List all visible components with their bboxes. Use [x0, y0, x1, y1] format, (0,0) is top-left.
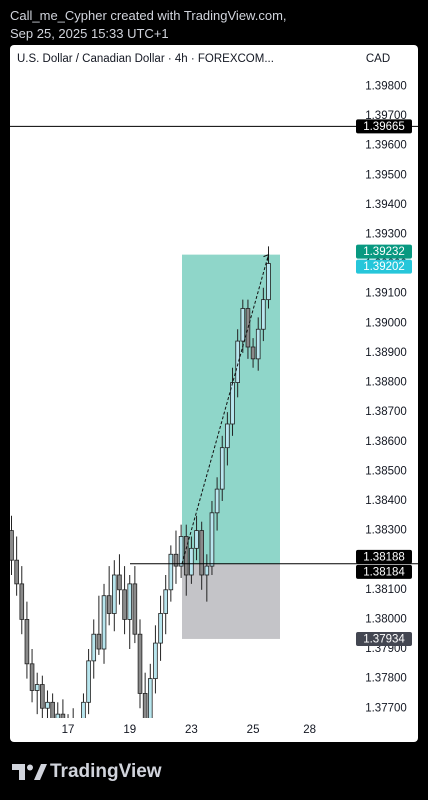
author-line: Call_me_Cypher created with TradingView.…	[10, 8, 287, 23]
y-tick-label: 1.38500	[365, 465, 407, 477]
logo-mark	[34, 764, 47, 780]
x-tick-label: 28	[303, 724, 316, 736]
x-tick-label: 19	[123, 724, 136, 736]
x-tick-label: 25	[247, 724, 260, 736]
price-badge	[356, 549, 412, 564]
y-tick-label: 1.39500	[365, 169, 407, 181]
candle-body	[153, 642, 158, 680]
x-tick-label: 17	[62, 724, 75, 736]
price-badge	[356, 244, 412, 259]
y-tick-label: 1.38900	[365, 347, 407, 359]
candle-body	[117, 574, 122, 591]
y-tick-label: 1.39300	[365, 229, 407, 241]
chart-title: U.S. Dollar / Canadian Dollar · 4h · FOR…	[17, 53, 274, 65]
candle-body	[40, 684, 45, 709]
candle-body	[96, 633, 102, 650]
candle-body	[45, 701, 50, 709]
currency-label: CAD	[366, 53, 390, 65]
candle-body	[55, 713, 61, 718]
candle-body	[101, 595, 107, 650]
y-tick-label: 1.38400	[365, 495, 407, 507]
candle-body	[112, 574, 117, 614]
candle-body	[199, 530, 204, 576]
candle-body	[255, 328, 261, 360]
candle-body	[142, 693, 148, 718]
y-tick-label: 1.39600	[365, 140, 407, 152]
candle-body	[183, 536, 189, 576]
candle-body	[194, 530, 199, 549]
candle-body	[34, 684, 40, 691]
candle-body	[209, 512, 215, 567]
y-tick-label: 1.38000	[365, 613, 407, 625]
price-badge	[356, 259, 412, 274]
timestamp-line: Sep 25, 2025 15:33 UTC+1	[10, 26, 169, 41]
candle-body	[261, 299, 266, 330]
plot-area	[10, 246, 280, 718]
candle-body	[235, 340, 240, 383]
candle-body	[230, 382, 235, 425]
y-tick-label: 1.39700	[365, 110, 407, 122]
candle-body	[189, 547, 194, 576]
candle-body	[204, 565, 210, 576]
candle-body	[219, 447, 225, 490]
price-badge-label: 1.38188	[363, 551, 405, 563]
candle-body	[29, 663, 35, 691]
price-badge	[356, 564, 412, 579]
candle-body	[225, 423, 230, 449]
y-tick-label: 1.37700	[365, 702, 407, 714]
candle-body	[127, 583, 133, 620]
y-tick-label: 1.39100	[365, 288, 407, 300]
candle-body	[240, 308, 246, 342]
candle-body	[178, 536, 184, 567]
arrow-head	[263, 253, 270, 261]
price-badge-label: 1.37934	[363, 633, 405, 645]
candle-body	[60, 713, 66, 718]
candle-body	[250, 346, 256, 360]
loss-zone	[182, 563, 280, 639]
projection-arrow	[181, 254, 269, 564]
price-badge-label: 1.38184	[363, 566, 405, 578]
price-badge-label: 1.39665	[363, 121, 405, 133]
candle-body	[132, 583, 138, 635]
candle-body	[19, 583, 25, 620]
candle-body	[266, 263, 271, 301]
price-badge-label: 1.39232	[363, 246, 405, 258]
candle-body	[158, 613, 163, 644]
brand: TradingView	[50, 761, 162, 782]
candle-body	[122, 589, 127, 620]
candle-body	[163, 589, 169, 614]
candle-body	[81, 701, 86, 718]
candle-body	[10, 530, 14, 561]
logo: TradingView	[12, 761, 162, 782]
candle-body	[168, 553, 174, 591]
candle-body	[24, 619, 30, 665]
candle-body	[147, 678, 153, 718]
candle-body	[50, 701, 55, 718]
candle-body	[86, 660, 91, 703]
y-tick-label: 1.39000	[365, 317, 407, 329]
y-tick-label: 1.39400	[365, 199, 407, 211]
x-tick-label: 23	[185, 724, 198, 736]
logo-mark	[27, 764, 33, 771]
logo-mark	[12, 764, 25, 780]
y-tick-label: 1.39800	[365, 80, 407, 92]
y-tick-label: 1.38300	[365, 525, 407, 537]
price-badge-label: 1.39202	[363, 261, 405, 273]
candle-body	[14, 559, 19, 585]
candle-body	[106, 595, 112, 614]
y-tick-label: 1.37900	[365, 643, 407, 655]
y-tick-label: 1.38800	[365, 377, 407, 389]
candle-body	[173, 553, 179, 567]
y-tick-label: 1.38700	[365, 406, 407, 418]
y-tick-label: 1.38600	[365, 436, 407, 448]
candle-body	[137, 633, 143, 694]
candle-body	[214, 488, 220, 514]
y-tick-label: 1.37800	[365, 673, 407, 685]
y-tick-label: 1.38100	[365, 584, 407, 596]
price-badge	[356, 631, 412, 646]
price-badge	[356, 119, 412, 134]
candle-body	[91, 633, 97, 662]
